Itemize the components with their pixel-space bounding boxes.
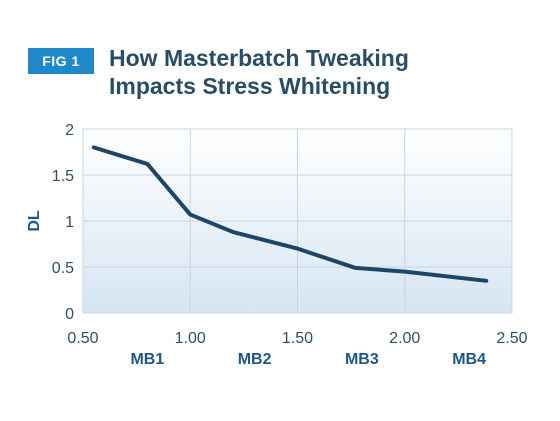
y-tick-label-0: 0	[65, 306, 74, 323]
chart-title-line-2: Impacts Stress Whitening	[109, 73, 391, 99]
x-tick-label-3: 2.00	[389, 330, 420, 347]
x-tick-label-4: 2.50	[496, 330, 527, 347]
chart-title: How Masterbatch Tweaking Impacts Stress …	[109, 44, 529, 100]
plot-frame	[82, 128, 513, 314]
category-label-2: MB2	[238, 351, 272, 368]
y-tick-label-2: 1	[65, 214, 74, 231]
x-tick-label-2: 1.50	[282, 330, 313, 347]
chart-title-line-1: How Masterbatch Tweaking	[109, 45, 409, 71]
y-tick-label-1: 0.5	[52, 260, 74, 277]
category-label-1: MB1	[130, 351, 164, 368]
category-label-3: MB3	[345, 351, 379, 368]
figure-badge: FIG 1	[28, 48, 94, 74]
y-tick-label-3: 1.5	[52, 168, 74, 185]
series-line-0	[91, 145, 489, 283]
x-tick-label-0: 0.50	[67, 330, 98, 347]
y-tick-label-4: 2	[65, 122, 74, 139]
x-tick-label-1: 1.00	[175, 330, 206, 347]
y-axis-label: DL	[26, 210, 43, 232]
category-label-4: MB4	[452, 351, 486, 368]
